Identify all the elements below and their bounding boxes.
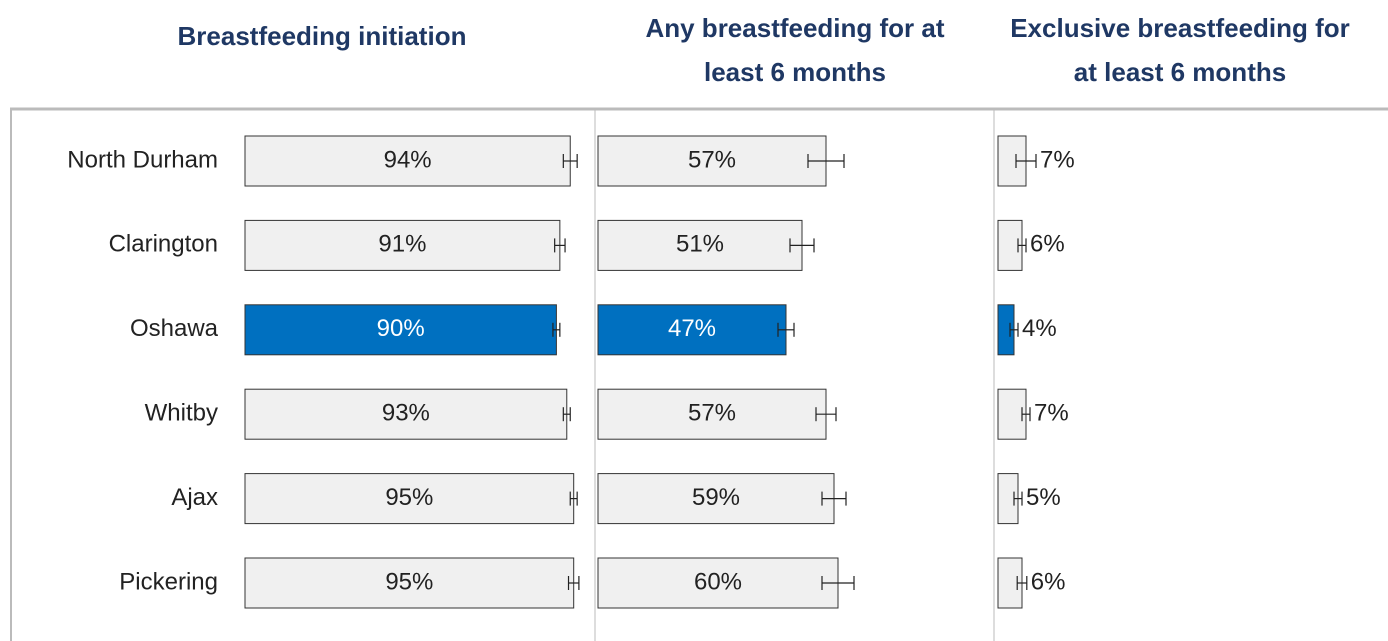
panel-title: Any breastfeeding for at least 6 months [645, 13, 945, 87]
error-bar [1009, 322, 1019, 337]
category-label: Pickering [119, 568, 218, 595]
bar [597, 388, 827, 440]
error-bar [567, 576, 580, 590]
error-bar [815, 407, 837, 422]
value-label: 51% [676, 231, 724, 258]
value-label: 7% [1040, 146, 1075, 173]
value-label: 94% [384, 146, 432, 173]
error-bar [807, 154, 845, 168]
error-bar [1013, 491, 1023, 506]
category-label: Oshawa [130, 315, 219, 342]
value-label: 95% [385, 484, 433, 511]
error-bar [552, 322, 561, 337]
category-label: Ajax [171, 484, 218, 511]
value-label: 7% [1034, 400, 1069, 427]
bar [244, 304, 557, 356]
category-label: Clarington [109, 231, 218, 258]
error-bar [821, 576, 855, 590]
bar [244, 135, 571, 187]
value-label: 59% [692, 484, 740, 511]
error-bar [1016, 576, 1028, 590]
value-label: 60% [694, 568, 742, 595]
error-bar [821, 491, 847, 506]
error-bar [777, 322, 795, 337]
value-label: 57% [688, 146, 736, 173]
category-label: Whitby [145, 400, 218, 427]
error-bar [1017, 238, 1027, 253]
error-bar [1015, 154, 1037, 168]
error-bar [569, 491, 578, 506]
value-label: 91% [378, 231, 426, 258]
value-label: 95% [385, 568, 433, 595]
error-bar [554, 238, 566, 253]
error-bar [789, 238, 815, 253]
value-label: 6% [1031, 568, 1066, 595]
value-label: 90% [377, 315, 425, 342]
panel-title: Breastfeeding initiation [177, 21, 467, 51]
bar [597, 219, 803, 271]
bar [244, 473, 575, 525]
bar [597, 135, 827, 187]
bar [244, 219, 561, 271]
error-bar [1021, 407, 1031, 422]
category-label: North Durham [67, 146, 218, 173]
bar [597, 473, 835, 525]
bar [597, 304, 787, 356]
value-label: 4% [1022, 315, 1057, 342]
error-bar [562, 154, 578, 168]
bar [997, 388, 1027, 440]
value-label: 6% [1030, 231, 1065, 258]
bar [244, 388, 568, 440]
error-bar [562, 407, 571, 422]
bar [244, 557, 575, 609]
panel-title: Exclusive breastfeeding for at least 6 m… [1010, 13, 1350, 87]
value-label: 93% [382, 400, 430, 427]
value-label: 5% [1026, 484, 1061, 511]
value-label: 47% [668, 315, 716, 342]
value-label: 57% [688, 400, 736, 427]
